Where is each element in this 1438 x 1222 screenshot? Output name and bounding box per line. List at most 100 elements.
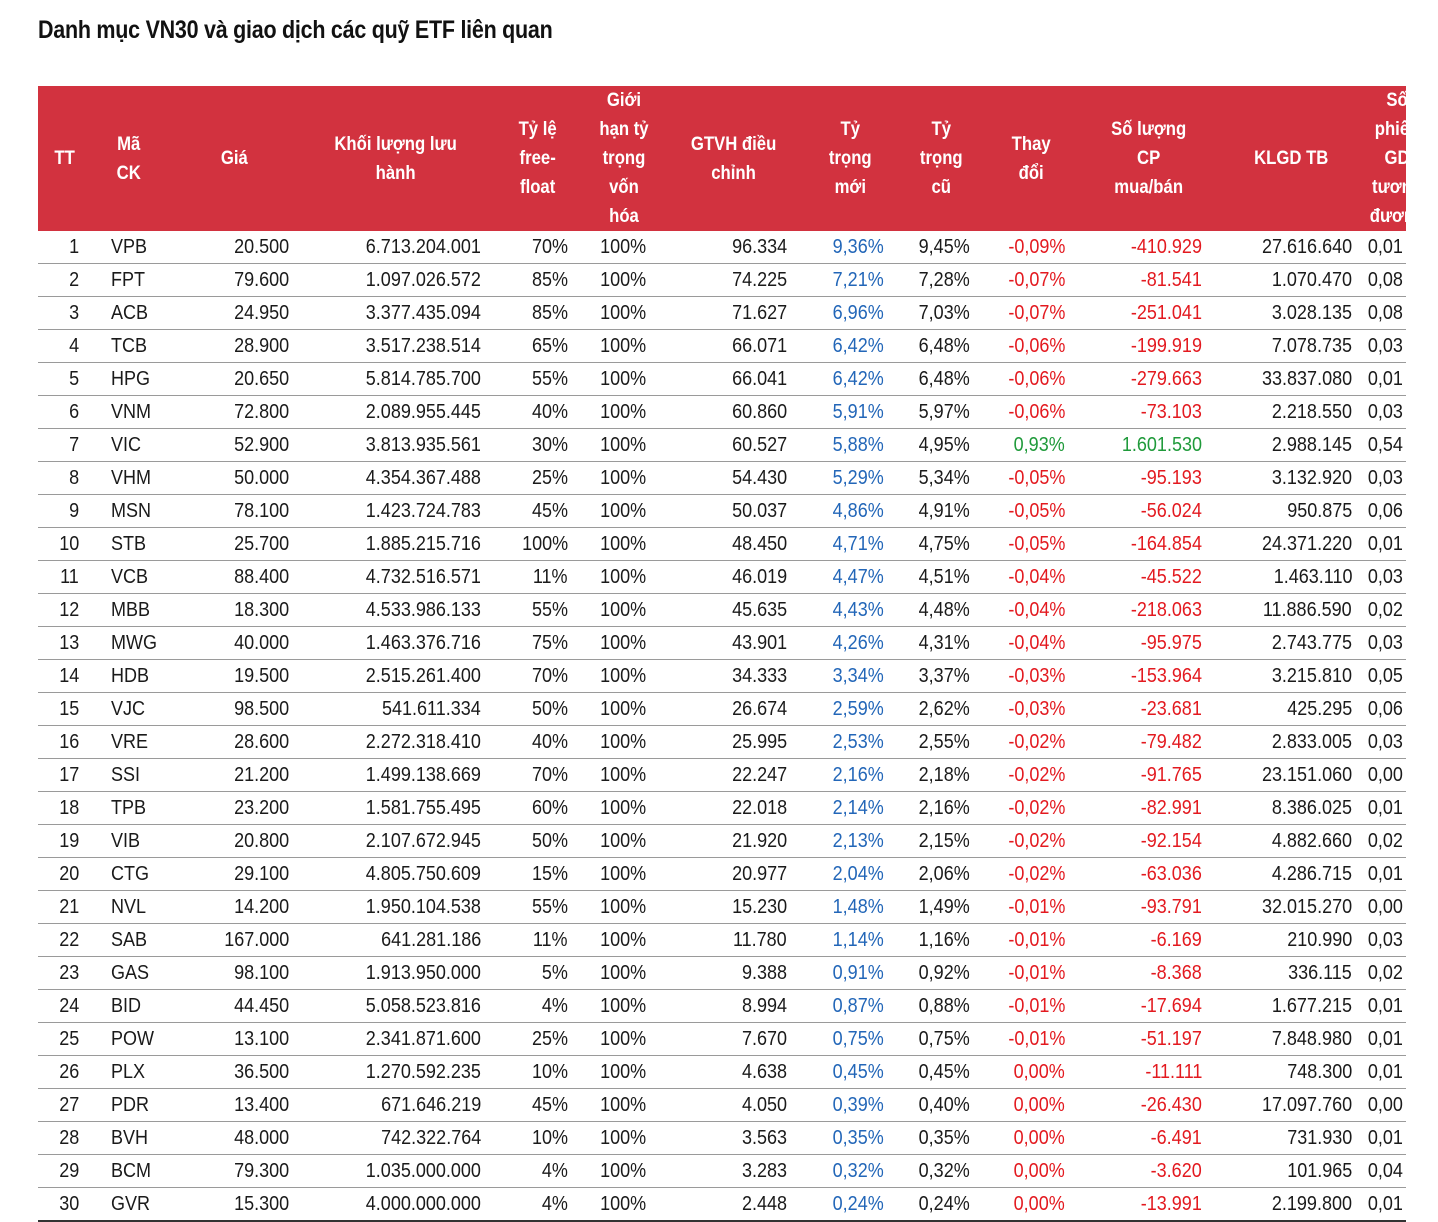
cell-new-weight: 3,34%: [803, 659, 898, 693]
cell-quantity: -164.854: [1079, 527, 1218, 561]
cell-ticker: TPB: [91, 791, 167, 825]
table-row: 16 VRE 28.600 2.272.318.410 40% 100% 25.995 2,5…: [38, 725, 1406, 759]
cell-quantity: -17.694: [1079, 989, 1218, 1023]
cell-tt: 26: [38, 1055, 91, 1089]
cell-tt: 8: [38, 461, 91, 495]
cell-quantity: -26.430: [1079, 1088, 1218, 1122]
cell-cap-limit: 100%: [584, 296, 664, 330]
cell-sessions: 0,01: [1364, 1055, 1406, 1089]
cell-sessions: 0,01: [1364, 231, 1406, 264]
cell-shares: 2.272.318.410: [301, 725, 491, 759]
cell-quantity: -279.663: [1079, 362, 1218, 396]
table-row: 14 HDB 19.500 2.515.261.400 70% 100% 34.333 3,3…: [38, 659, 1406, 693]
cell-change: -0,06%: [984, 395, 1079, 429]
cell-old-weight: 4,75%: [898, 527, 984, 561]
cell-gtvh: 60.527: [664, 428, 803, 462]
cell-cap-limit: 100%: [584, 857, 664, 891]
cell-cap-limit: 100%: [584, 890, 664, 924]
cell-new-weight: 5,88%: [803, 428, 898, 462]
table-row: 22 SAB 167.000 641.281.186 11% 100% 11.780 1,14…: [38, 923, 1406, 957]
cell-shares: 1.423.724.783: [301, 494, 491, 528]
cell-avg-volume: 24.371.220: [1218, 527, 1364, 561]
cell-avg-volume: 7.078.735: [1218, 329, 1364, 363]
cell-avg-volume: 950.875: [1218, 494, 1364, 528]
cell-change: -0,07%: [984, 296, 1079, 330]
cell-ticker: MBB: [91, 593, 167, 627]
cell-avg-volume: 32.015.270: [1218, 890, 1364, 924]
cell-gtvh: 20.977: [664, 857, 803, 891]
cell-cap-limit: 100%: [584, 1022, 664, 1056]
cell-avg-volume: 4.286.715: [1218, 857, 1364, 891]
cell-avg-volume: 101.965: [1218, 1154, 1364, 1188]
cell-ticker: SAB: [91, 923, 167, 957]
cell-quantity: -73.103: [1079, 395, 1218, 429]
column-header-so-phien-gd: Số phiên GD tương đương: [1364, 86, 1424, 231]
cell-cap-limit: 100%: [584, 956, 664, 990]
cell-avg-volume: 27.616.640: [1218, 231, 1364, 264]
cell-avg-volume: 11.886.590: [1218, 593, 1364, 627]
cell-cap-limit: 100%: [584, 626, 664, 660]
cell-change: -0,02%: [984, 725, 1079, 759]
cell-gtvh: 3.283: [664, 1154, 803, 1188]
cell-tt: 18: [38, 791, 91, 825]
cell-price: 72.800: [167, 395, 301, 429]
cell-shares: 2.107.672.945: [301, 824, 491, 858]
cell-quantity: -410.929: [1079, 231, 1218, 264]
cell-price: 50.000: [167, 461, 301, 495]
cell-tt: 7: [38, 428, 91, 462]
column-header-ty-trong-moi: Tỷ trọng mới: [803, 86, 898, 231]
cell-price: 44.450: [167, 989, 301, 1023]
cell-shares: 671.646.219: [301, 1088, 491, 1122]
cell-ticker: GVR: [91, 1187, 167, 1222]
cell-tt: 19: [38, 824, 91, 858]
cell-new-weight: 0,39%: [803, 1088, 898, 1122]
cell-sessions: 0,03: [1364, 395, 1406, 429]
cell-ticker: STB: [91, 527, 167, 561]
table-row: 1 VPB 20.500 6.713.204.001 70% 100% 96.334 9,36…: [38, 231, 1406, 264]
cell-sessions: 0,01: [1364, 791, 1406, 825]
cell-old-weight: 1,49%: [898, 890, 984, 924]
cell-gtvh: 4.050: [664, 1088, 803, 1122]
cell-sessions: 0,06: [1364, 692, 1406, 726]
cell-sessions: 0,00: [1364, 1088, 1406, 1122]
column-header-thay-doi: Thay đổi: [984, 86, 1079, 231]
cell-old-weight: 7,28%: [898, 263, 984, 297]
cell-price: 15.300: [167, 1187, 301, 1222]
cell-ticker: PDR: [91, 1088, 167, 1122]
cell-gtvh: 60.860: [664, 395, 803, 429]
cell-old-weight: 0,40%: [898, 1088, 984, 1122]
cell-quantity: -13.991: [1079, 1187, 1218, 1222]
cell-sessions: 0,01: [1364, 362, 1406, 396]
cell-old-weight: 2,55%: [898, 725, 984, 759]
cell-old-weight: 7,03%: [898, 296, 984, 330]
cell-quantity: -79.482: [1079, 725, 1218, 759]
cell-ticker: NVL: [91, 890, 167, 924]
cell-free-float: 60%: [491, 791, 584, 825]
cell-change: -0,06%: [984, 362, 1079, 396]
cell-old-weight: 2,62%: [898, 692, 984, 726]
cell-price: 29.100: [167, 857, 301, 891]
table-row: 21 NVL 14.200 1.950.104.538 55% 100% 15.230 1,4…: [38, 890, 1406, 924]
cell-tt: 4: [38, 329, 91, 363]
cell-gtvh: 3.563: [664, 1121, 803, 1155]
cell-quantity: -95.193: [1079, 461, 1218, 495]
cell-change: -0,03%: [984, 692, 1079, 726]
cell-cap-limit: 100%: [584, 791, 664, 825]
cell-price: 28.600: [167, 725, 301, 759]
cell-avg-volume: 1.677.215: [1218, 989, 1364, 1023]
cell-free-float: 70%: [491, 758, 584, 792]
cell-new-weight: 2,13%: [803, 824, 898, 858]
cell-cap-limit: 100%: [584, 231, 664, 264]
cell-free-float: 55%: [491, 593, 584, 627]
cell-old-weight: 4,51%: [898, 560, 984, 594]
cell-avg-volume: 731.930: [1218, 1121, 1364, 1155]
cell-sessions: 0,03: [1364, 329, 1406, 363]
cell-avg-volume: 8.386.025: [1218, 791, 1364, 825]
cell-tt: 25: [38, 1022, 91, 1056]
table-row: 15 VJC 98.500 541.611.334 50% 100% 26.674 2,59%…: [38, 692, 1406, 726]
cell-new-weight: 4,86%: [803, 494, 898, 528]
cell-gtvh: 48.450: [664, 527, 803, 561]
cell-shares: 4.354.367.488: [301, 461, 491, 495]
cell-change: -0,01%: [984, 989, 1079, 1023]
